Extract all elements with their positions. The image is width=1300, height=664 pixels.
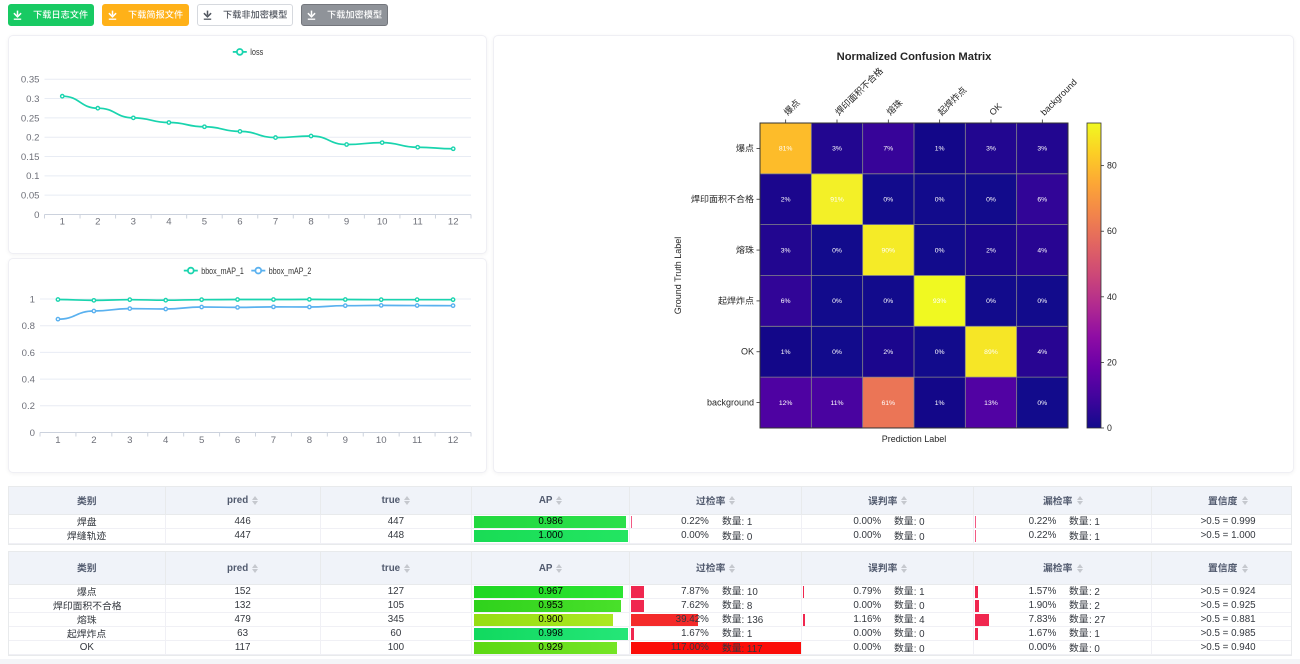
svg-text:0.1: 0.1 <box>26 171 39 182</box>
svg-text:background: background <box>707 398 754 408</box>
svg-text:Prediction Label: Prediction Label <box>882 434 947 444</box>
svg-text:2%: 2% <box>781 197 791 204</box>
svg-text:bbox_mAP_2: bbox_mAP_2 <box>269 266 312 276</box>
svg-text:9: 9 <box>343 435 348 446</box>
svg-text:0%: 0% <box>832 247 842 254</box>
svg-text:6%: 6% <box>781 298 791 305</box>
svg-text:4: 4 <box>163 435 169 446</box>
svg-text:10: 10 <box>376 435 387 446</box>
svg-text:6: 6 <box>237 217 242 228</box>
svg-text:Normalized Confusion Matrix: Normalized Confusion Matrix <box>837 51 993 63</box>
svg-text:89%: 89% <box>984 349 998 356</box>
svg-text:0.6: 0.6 <box>22 348 35 359</box>
svg-text:0%: 0% <box>935 349 945 356</box>
svg-text:0%: 0% <box>986 298 996 305</box>
svg-text:1: 1 <box>60 217 65 228</box>
svg-text:3: 3 <box>131 217 136 228</box>
svg-text:4: 4 <box>166 217 172 228</box>
svg-text:10: 10 <box>377 217 388 228</box>
svg-text:80: 80 <box>1107 161 1117 171</box>
svg-text:0%: 0% <box>986 197 996 204</box>
svg-text:3%: 3% <box>781 247 791 254</box>
svg-text:5: 5 <box>202 217 207 228</box>
svg-text:1%: 1% <box>935 146 945 153</box>
svg-text:20: 20 <box>1107 357 1117 367</box>
svg-text:0%: 0% <box>832 298 842 305</box>
svg-text:1%: 1% <box>935 400 945 407</box>
svg-text:Ground Truth Label: Ground Truth Label <box>673 237 683 315</box>
svg-text:6: 6 <box>235 435 240 446</box>
svg-text:0%: 0% <box>832 349 842 356</box>
svg-text:0: 0 <box>30 428 35 439</box>
svg-text:9: 9 <box>344 217 349 228</box>
svg-text:7%: 7% <box>883 146 893 153</box>
svg-text:loss: loss <box>250 47 263 57</box>
svg-text:91%: 91% <box>830 197 844 204</box>
svg-text:1%: 1% <box>781 349 791 356</box>
svg-text:2: 2 <box>91 435 96 446</box>
svg-text:0.4: 0.4 <box>22 375 36 386</box>
svg-text:93%: 93% <box>933 298 947 305</box>
svg-text:3%: 3% <box>1037 146 1047 153</box>
svg-text:2%: 2% <box>986 247 996 254</box>
svg-text:11: 11 <box>412 435 422 446</box>
svg-text:OK: OK <box>741 347 754 357</box>
svg-text:0%: 0% <box>883 197 893 204</box>
svg-text:0.15: 0.15 <box>21 152 40 163</box>
svg-text:1: 1 <box>30 294 35 305</box>
svg-text:OK: OK <box>987 101 1003 117</box>
svg-text:7: 7 <box>271 435 276 446</box>
svg-text:0.05: 0.05 <box>21 191 40 202</box>
svg-text:11: 11 <box>413 217 423 228</box>
svg-text:0.2: 0.2 <box>22 401 35 412</box>
svg-text:6%: 6% <box>1037 197 1047 204</box>
svg-text:2%: 2% <box>883 349 893 356</box>
svg-text:1: 1 <box>55 435 60 446</box>
svg-text:0%: 0% <box>935 197 945 204</box>
svg-text:0.25: 0.25 <box>21 113 40 124</box>
svg-text:81%: 81% <box>779 146 793 153</box>
svg-text:0%: 0% <box>935 247 945 254</box>
svg-text:background: background <box>1039 77 1079 117</box>
svg-text:0%: 0% <box>1037 400 1047 407</box>
svg-text:0: 0 <box>1107 423 1112 433</box>
svg-text:4%: 4% <box>1037 247 1047 254</box>
svg-text:0.3: 0.3 <box>26 94 39 105</box>
svg-text:60: 60 <box>1107 226 1117 236</box>
svg-text:3%: 3% <box>832 146 842 153</box>
svg-text:13%: 13% <box>984 400 998 407</box>
svg-text:0.8: 0.8 <box>22 321 35 332</box>
svg-text:61%: 61% <box>882 400 896 407</box>
svg-text:0%: 0% <box>1037 298 1047 305</box>
svg-text:0: 0 <box>34 210 39 221</box>
svg-text:8: 8 <box>308 217 313 228</box>
svg-text:0%: 0% <box>883 298 893 305</box>
svg-text:2: 2 <box>95 217 100 228</box>
svg-text:bbox_mAP_1: bbox_mAP_1 <box>201 266 244 276</box>
svg-text:3: 3 <box>127 435 132 446</box>
svg-text:0.2: 0.2 <box>26 133 39 144</box>
svg-text:7: 7 <box>273 217 278 228</box>
svg-text:11%: 11% <box>830 400 843 407</box>
svg-text:12: 12 <box>448 217 459 228</box>
svg-text:12%: 12% <box>779 400 793 407</box>
svg-text:5: 5 <box>199 435 204 446</box>
svg-text:40: 40 <box>1107 292 1117 302</box>
svg-text:0.35: 0.35 <box>21 75 40 86</box>
svg-text:3%: 3% <box>986 146 996 153</box>
svg-text:4%: 4% <box>1037 349 1047 356</box>
svg-text:12: 12 <box>448 435 459 446</box>
svg-text:8: 8 <box>307 435 312 446</box>
svg-text:90%: 90% <box>882 247 896 254</box>
